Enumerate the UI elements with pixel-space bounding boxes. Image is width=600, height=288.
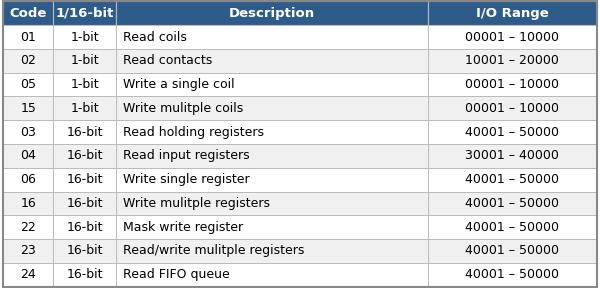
Bar bbox=[3, 144, 53, 168]
Text: 16-bit: 16-bit bbox=[67, 126, 103, 139]
Bar bbox=[3, 49, 53, 73]
Bar bbox=[53, 144, 116, 168]
Text: 22: 22 bbox=[20, 221, 36, 234]
Bar bbox=[116, 96, 428, 120]
Text: 16: 16 bbox=[20, 197, 36, 210]
Bar bbox=[428, 96, 597, 120]
Text: 16-bit: 16-bit bbox=[67, 173, 103, 186]
Text: 16-bit: 16-bit bbox=[67, 197, 103, 210]
Bar bbox=[53, 215, 116, 239]
Bar bbox=[3, 168, 53, 192]
Bar bbox=[53, 96, 116, 120]
Bar bbox=[116, 168, 428, 192]
Text: Read input registers: Read input registers bbox=[123, 149, 250, 162]
Text: 1-bit: 1-bit bbox=[70, 31, 99, 43]
Text: 1-bit: 1-bit bbox=[70, 54, 99, 67]
Bar bbox=[116, 239, 428, 263]
Text: 30001 – 40000: 30001 – 40000 bbox=[466, 149, 559, 162]
Bar bbox=[116, 215, 428, 239]
Text: Read holding registers: Read holding registers bbox=[123, 126, 264, 139]
Bar bbox=[3, 1, 53, 25]
Text: 01: 01 bbox=[20, 31, 36, 43]
Text: Read/write mulitple registers: Read/write mulitple registers bbox=[123, 245, 304, 257]
Text: 00001 – 10000: 00001 – 10000 bbox=[466, 102, 559, 115]
Text: 40001 – 50000: 40001 – 50000 bbox=[466, 245, 559, 257]
Text: 10001 – 20000: 10001 – 20000 bbox=[466, 54, 559, 67]
Text: 1-bit: 1-bit bbox=[70, 78, 99, 91]
Text: Write single register: Write single register bbox=[123, 173, 250, 186]
Text: Code: Code bbox=[10, 7, 47, 20]
Text: 40001 – 50000: 40001 – 50000 bbox=[466, 126, 559, 139]
Text: Mask write register: Mask write register bbox=[123, 221, 243, 234]
Bar bbox=[116, 49, 428, 73]
Text: 16-bit: 16-bit bbox=[67, 221, 103, 234]
Text: 06: 06 bbox=[20, 173, 36, 186]
Bar bbox=[53, 73, 116, 96]
Text: Read FIFO queue: Read FIFO queue bbox=[123, 268, 230, 281]
Bar bbox=[53, 192, 116, 215]
Text: 04: 04 bbox=[20, 149, 36, 162]
Bar bbox=[428, 144, 597, 168]
Text: Read contacts: Read contacts bbox=[123, 54, 212, 67]
Text: I/O Range: I/O Range bbox=[476, 7, 549, 20]
Bar bbox=[53, 239, 116, 263]
Text: 03: 03 bbox=[20, 126, 36, 139]
Text: Write mulitple registers: Write mulitple registers bbox=[123, 197, 270, 210]
Text: 23: 23 bbox=[20, 245, 36, 257]
Bar bbox=[3, 215, 53, 239]
Text: 16-bit: 16-bit bbox=[67, 149, 103, 162]
Bar bbox=[116, 73, 428, 96]
Bar bbox=[116, 144, 428, 168]
Text: 15: 15 bbox=[20, 102, 36, 115]
Bar bbox=[3, 25, 53, 49]
Bar bbox=[53, 120, 116, 144]
Bar bbox=[428, 25, 597, 49]
Text: 40001 – 50000: 40001 – 50000 bbox=[466, 173, 559, 186]
Text: 40001 – 50000: 40001 – 50000 bbox=[466, 221, 559, 234]
Text: 05: 05 bbox=[20, 78, 36, 91]
Text: 00001 – 10000: 00001 – 10000 bbox=[466, 78, 559, 91]
Bar bbox=[3, 96, 53, 120]
Bar bbox=[428, 192, 597, 215]
Text: 1-bit: 1-bit bbox=[70, 102, 99, 115]
Bar bbox=[3, 239, 53, 263]
Bar bbox=[428, 215, 597, 239]
Text: 24: 24 bbox=[20, 268, 36, 281]
Text: 16-bit: 16-bit bbox=[67, 268, 103, 281]
Text: Write mulitple coils: Write mulitple coils bbox=[123, 102, 244, 115]
Text: Read coils: Read coils bbox=[123, 31, 187, 43]
Bar bbox=[53, 1, 116, 25]
Text: Description: Description bbox=[229, 7, 315, 20]
Bar bbox=[428, 73, 597, 96]
Text: Write a single coil: Write a single coil bbox=[123, 78, 235, 91]
Bar bbox=[53, 49, 116, 73]
Bar bbox=[116, 263, 428, 287]
Text: 02: 02 bbox=[20, 54, 36, 67]
Text: 1/16-bit: 1/16-bit bbox=[55, 7, 114, 20]
Bar bbox=[116, 25, 428, 49]
Bar bbox=[3, 263, 53, 287]
Bar bbox=[53, 25, 116, 49]
Text: 00001 – 10000: 00001 – 10000 bbox=[466, 31, 559, 43]
Bar bbox=[53, 168, 116, 192]
Bar bbox=[116, 120, 428, 144]
Bar bbox=[116, 192, 428, 215]
Bar bbox=[428, 120, 597, 144]
Bar bbox=[428, 239, 597, 263]
Bar bbox=[428, 168, 597, 192]
Bar bbox=[116, 1, 428, 25]
Bar bbox=[53, 263, 116, 287]
Bar bbox=[3, 73, 53, 96]
Text: 40001 – 50000: 40001 – 50000 bbox=[466, 268, 559, 281]
Bar bbox=[428, 1, 597, 25]
Bar bbox=[3, 192, 53, 215]
Text: 40001 – 50000: 40001 – 50000 bbox=[466, 197, 559, 210]
Bar bbox=[428, 263, 597, 287]
Text: 16-bit: 16-bit bbox=[67, 245, 103, 257]
Bar bbox=[428, 49, 597, 73]
Bar bbox=[3, 120, 53, 144]
